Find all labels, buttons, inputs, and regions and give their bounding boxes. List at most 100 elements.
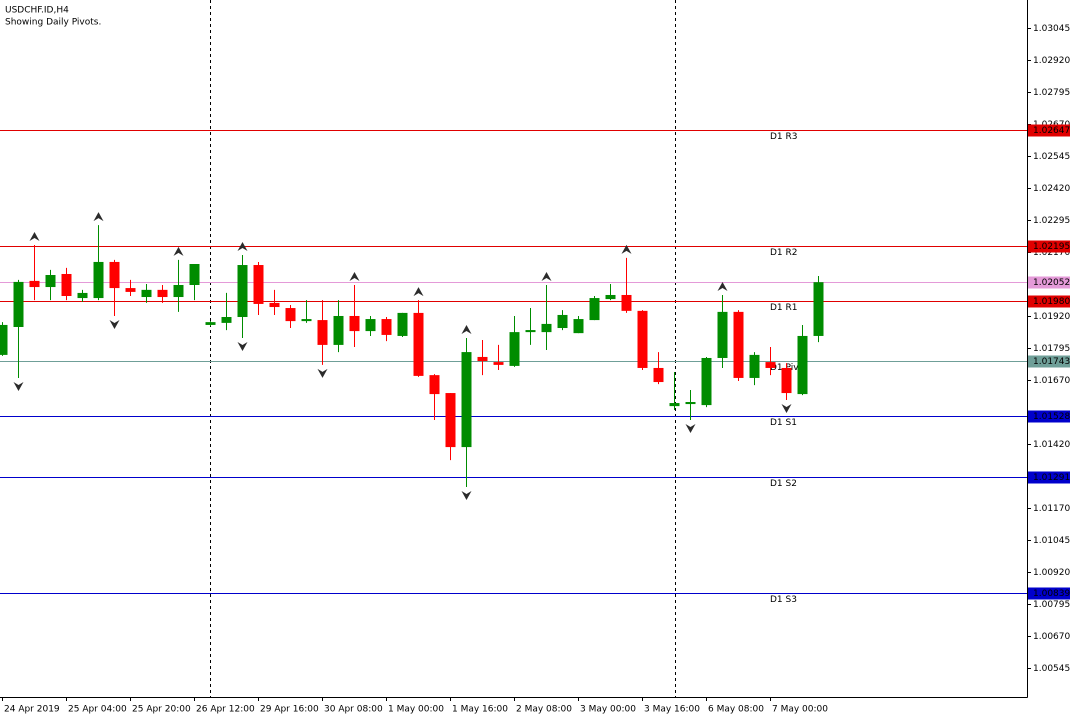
pivot-price-box [1028, 355, 1070, 368]
candle-body [573, 319, 584, 334]
candle-body [429, 375, 440, 395]
candle-body [813, 282, 824, 336]
candle-body [141, 289, 152, 298]
y-tick-label: 1.00920 [1033, 568, 1070, 578]
candle-body [541, 323, 552, 333]
candle-body [77, 292, 88, 299]
candle-body [493, 362, 504, 365]
pivot-label: D1 S1 [770, 418, 797, 428]
fractal-up [717, 281, 728, 291]
candle-body [461, 352, 472, 448]
x-tick-label: 30 Apr 08:00 [324, 705, 383, 715]
fractal-up [93, 212, 104, 222]
pivot-label: D1 S3 [770, 595, 797, 605]
pivot-price-label: 1.01528 [1033, 412, 1070, 422]
candle-body [669, 403, 680, 407]
candle-body [205, 322, 216, 325]
candle-body [301, 319, 312, 322]
candle-body [525, 330, 536, 333]
candle-body [365, 319, 376, 332]
pivot-price-label: 1.00839 [1033, 589, 1070, 599]
pivot-price-label: 1.01980 [1033, 297, 1070, 307]
candle-body [349, 315, 360, 332]
y-tick-label: 1.02170 [1033, 248, 1070, 258]
candle-body [509, 332, 520, 366]
x-tick-label: 6 May 08:00 [708, 705, 764, 715]
x-tick-label: 1 May 00:00 [388, 705, 444, 715]
pivot-price-label: 1.01743 [1033, 357, 1070, 367]
candle-body [13, 281, 24, 327]
x-tick-label: 25 Apr 20:00 [132, 705, 191, 715]
candle-body [269, 302, 280, 308]
y-tick-label: 1.02420 [1033, 184, 1070, 194]
x-tick-label: 26 Apr 12:00 [196, 705, 255, 715]
candle-body [557, 314, 568, 329]
candle-body [333, 315, 344, 345]
y-tick-label: 1.00795 [1033, 600, 1070, 610]
fractal-down [317, 368, 328, 378]
fractal-down [109, 319, 120, 329]
pivot-price-box [1028, 471, 1070, 484]
candle-body [189, 263, 200, 285]
fractal-up [461, 325, 472, 335]
pivot-price-box [1028, 124, 1070, 137]
candle-body [381, 319, 392, 335]
candle-body [701, 357, 712, 406]
candle-body [797, 335, 808, 395]
fractal-down [461, 491, 472, 501]
fractal-down [13, 381, 24, 391]
candle-body [397, 312, 408, 336]
candle-body [413, 312, 424, 376]
x-tick-label: 7 May 00:00 [772, 705, 828, 715]
y-tick-label: 1.01670 [1033, 376, 1070, 386]
current-price-box [1028, 276, 1070, 289]
candle-body [653, 367, 664, 383]
pivot-price-label: 1.02647 [1033, 126, 1070, 136]
candle-body [157, 289, 168, 298]
fractal-down [237, 342, 248, 352]
candle-body [45, 275, 56, 288]
candle-body [93, 261, 104, 299]
candle-body [285, 308, 296, 322]
candle-body [173, 284, 184, 298]
candle-body [685, 402, 696, 405]
candle-body [0, 324, 8, 355]
pivot-price-label: 1.02195 [1033, 242, 1070, 252]
pivot-label: D1 R2 [770, 248, 798, 258]
candle-body [733, 311, 744, 378]
candle-body [717, 311, 728, 358]
candle-body [29, 280, 40, 288]
candle-body [605, 294, 616, 300]
candle-body [765, 362, 776, 368]
pivot-price-box [1028, 587, 1070, 600]
x-tick-label: 24 Apr 2019 [4, 705, 60, 715]
y-tick-label: 1.01170 [1033, 504, 1070, 514]
candle-body [621, 294, 632, 311]
y-tick-label: 1.01420 [1033, 440, 1070, 450]
y-tick-label: 1.01795 [1033, 344, 1070, 354]
fractal-down [685, 423, 696, 433]
y-tick-label: 1.03045 [1033, 24, 1070, 34]
y-tick-label: 1.00545 [1033, 664, 1070, 674]
pivot-label: D1 S2 [770, 479, 797, 489]
y-tick-label: 1.02295 [1033, 216, 1070, 226]
y-tick-label: 1.01045 [1033, 536, 1070, 546]
current-price-label: 1.02052 [1033, 278, 1070, 288]
chart-title: USDCHF.ID,H4 [5, 6, 69, 16]
candle-body [589, 298, 600, 321]
fractal-up [621, 244, 632, 254]
candle-body [317, 320, 328, 345]
candle-body [125, 288, 136, 292]
candle-body [109, 261, 120, 289]
pivot-price-box [1028, 240, 1070, 253]
fractal-up [29, 232, 40, 242]
candle-body [781, 367, 792, 394]
fractal-down [781, 403, 792, 413]
candle-body [445, 393, 456, 448]
candle-body [253, 265, 264, 304]
y-tick-label: 1.02545 [1033, 152, 1070, 162]
x-tick-label: 1 May 16:00 [452, 705, 508, 715]
candle-body [749, 354, 760, 378]
